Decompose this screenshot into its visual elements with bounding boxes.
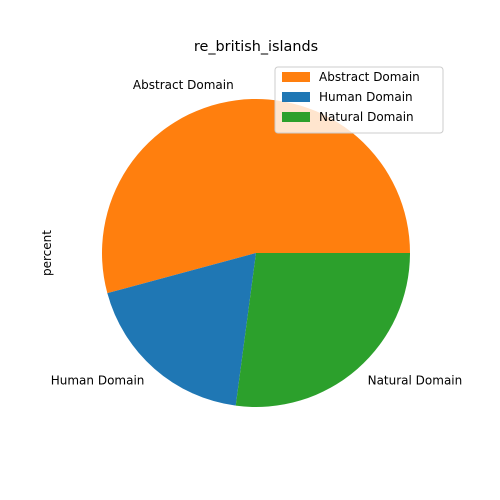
legend-label-natural-domain: Natural Domain — [319, 110, 414, 124]
pie-slice-abstract-domain — [101, 99, 410, 294]
pie-slice-natural-domain — [235, 253, 410, 407]
legend-swatch-human-domain — [282, 92, 310, 102]
slice-label-natural-domain: Natural Domain — [368, 373, 463, 387]
legend-frame — [274, 66, 444, 134]
legend-swatch-abstract-domain — [282, 72, 310, 82]
legend: Abstract Domain Human Domain Natural Domai… — [274, 66, 444, 134]
legend-items: Abstract Domain Human Domain Natural Domai… — [282, 70, 420, 124]
pie-slice-human-domain — [107, 253, 256, 406]
slice-label-human-domain: Human Domain — [51, 373, 145, 387]
legend-label-abstract-domain: Abstract Domain — [319, 70, 420, 84]
pie-slice-labels: Abstract Domain Human Domain Natural Domai… — [51, 78, 462, 387]
y-axis-label: percent — [40, 230, 54, 276]
chart-title: re_british_islands — [194, 39, 318, 55]
legend-swatch-natural-domain — [282, 112, 310, 122]
pie-slices — [101, 99, 410, 407]
slice-label-abstract-domain: Abstract Domain — [133, 78, 234, 92]
legend-label-human-domain: Human Domain — [319, 90, 413, 104]
